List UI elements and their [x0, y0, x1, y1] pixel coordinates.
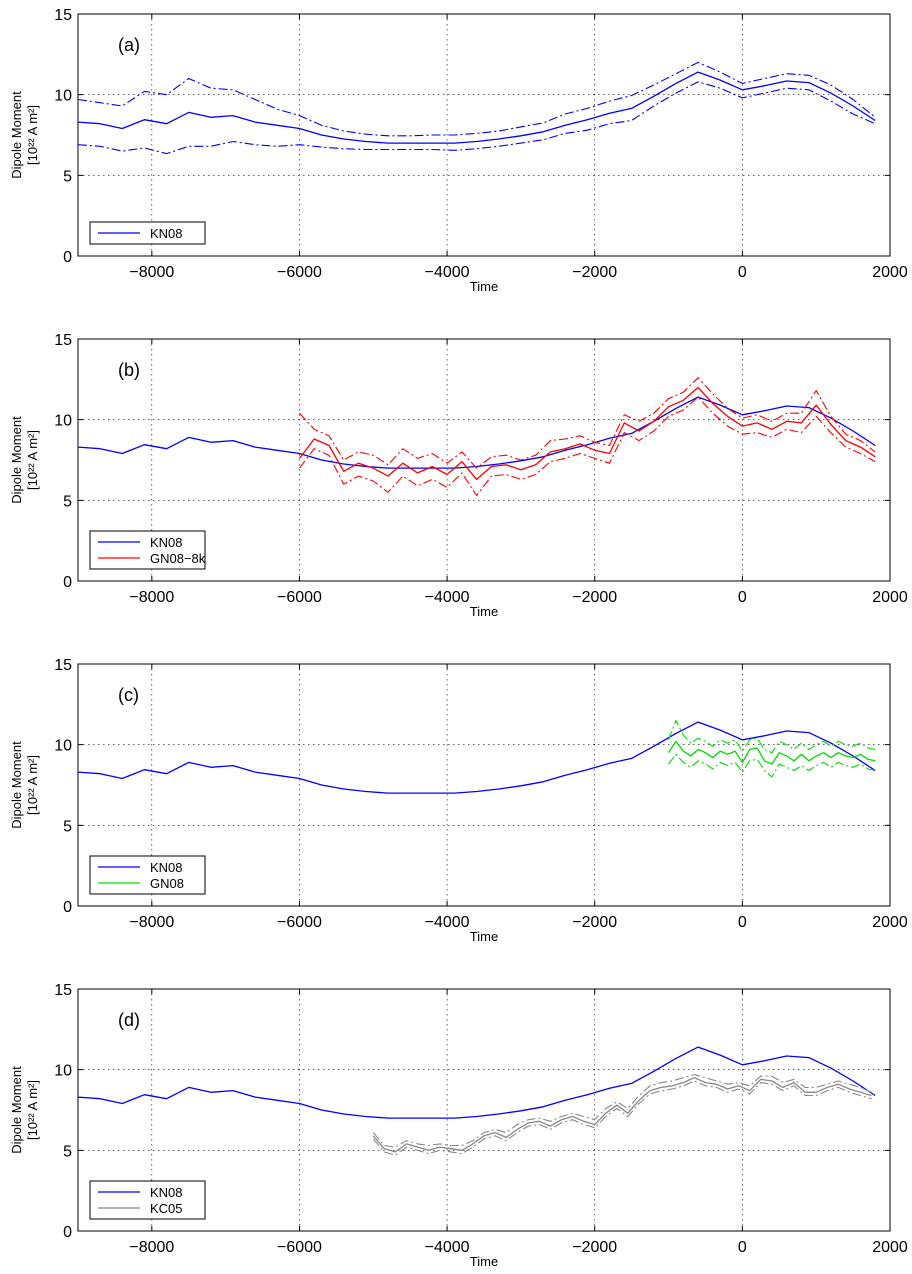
legend-box	[89, 221, 206, 245]
series-line-gn08-upper	[667, 719, 876, 754]
chart-panel-a: −8000 −6000 −4000 −2000 0 2000 0 5 10 15 Time Dipol…	[9, 7, 908, 294]
series-line-gn08-8k-lower	[299, 396, 876, 497]
y-axis-label: Dipole Moment	[9, 416, 24, 504]
series-line-kc05-lower	[372, 1080, 872, 1156]
y-tick-label: 5	[63, 493, 72, 510]
y-axis-unit-label: [10²² A m²]	[25, 430, 40, 490]
axes-frame	[77, 13, 891, 257]
axes-frame	[77, 988, 891, 1232]
x-tick-label: −4000	[425, 1239, 470, 1256]
x-tick-label: 0	[738, 264, 747, 281]
x-tick-label: −6000	[277, 589, 322, 606]
x-tick-label: 0	[738, 1239, 747, 1256]
series-line-gn08-8k	[298, 386, 876, 481]
chart-panel-d: −8000 −6000 −4000 −2000 0 2000 0 5 10 15 Time Dipol…	[9, 982, 908, 1269]
series-line-kn08	[78, 396, 876, 469]
y-tick-label: 0	[63, 574, 72, 591]
y-tick-label: 0	[63, 1224, 72, 1241]
y-tick-label: 15	[54, 332, 72, 349]
x-tick-label: −2000	[572, 264, 617, 281]
y-axis-label: Dipole Moment	[9, 741, 24, 829]
chart-panel-c: −8000 −6000 −4000 −2000 0 2000 0 5 10 15 Time Dipol…	[9, 657, 908, 944]
series-line-kn08-lower	[78, 81, 876, 155]
x-tick-label: −2000	[572, 589, 617, 606]
x-tick-label: 2000	[872, 914, 908, 931]
x-axis-label: Time	[470, 279, 498, 294]
x-tick-label: −6000	[277, 264, 322, 281]
y-tick-label: 15	[54, 982, 72, 999]
x-tick-label: −8000	[129, 264, 174, 281]
series-line-kn08-upper	[78, 61, 876, 137]
axes-frame	[77, 663, 891, 907]
y-axis-label: Dipole Moment	[9, 1066, 24, 1154]
series-line-gn08	[667, 740, 876, 765]
x-tick-label: 2000	[872, 1239, 908, 1256]
legend-label: KN08	[150, 226, 183, 241]
legend-label: KN08	[150, 1185, 183, 1200]
y-axis-unit-label: [10²² A m²]	[25, 105, 40, 165]
legend-box	[89, 530, 206, 570]
panel-label: (c)	[118, 685, 139, 705]
data-lines	[78, 719, 876, 794]
y-tick-label: 5	[63, 1143, 72, 1160]
panel-label: (d)	[118, 1010, 140, 1030]
y-tick-label: 0	[63, 249, 72, 266]
y-tick-label: 15	[54, 7, 72, 24]
y-axis-unit-label: [10²² A m²]	[25, 755, 40, 815]
legend-label: KN08	[150, 860, 183, 875]
series-line-kc05	[372, 1077, 872, 1153]
x-axis-label: Time	[470, 929, 498, 944]
data-lines	[78, 377, 876, 497]
x-tick-label: −2000	[572, 914, 617, 931]
y-tick-label: 10	[54, 1063, 72, 1080]
y-tick-label: 10	[54, 738, 72, 755]
panel-label: (b)	[118, 360, 140, 380]
series-line-kn08	[78, 71, 876, 144]
x-axis-label: Time	[470, 1254, 498, 1269]
x-tick-label: −4000	[425, 264, 470, 281]
y-tick-label: 5	[63, 818, 72, 835]
series-line-gn08-8k-upper	[299, 377, 876, 469]
x-axis-label: Time	[470, 604, 498, 619]
legend-label: GN08	[150, 876, 184, 891]
y-tick-label: 0	[63, 899, 72, 916]
axes-frame	[77, 338, 891, 582]
series-line-kn08	[78, 1046, 876, 1119]
y-axis-label: Dipole Moment	[9, 91, 24, 179]
x-tick-label: 2000	[872, 589, 908, 606]
x-tick-label: 2000	[872, 264, 908, 281]
legend-label: KC05	[150, 1201, 183, 1216]
series-line-kn08	[78, 721, 876, 794]
series-line-kc05-upper	[372, 1073, 872, 1148]
legend: KN08	[89, 221, 206, 245]
y-tick-label: 10	[54, 88, 72, 105]
x-tick-label: −8000	[129, 1239, 174, 1256]
y-tick-label: 5	[63, 168, 72, 185]
data-lines	[78, 1046, 876, 1156]
x-tick-label: −2000	[572, 1239, 617, 1256]
panel-label: (a)	[118, 35, 140, 55]
legend-box	[89, 855, 206, 895]
legend-label: KN08	[150, 535, 183, 550]
x-tick-label: 0	[738, 589, 747, 606]
series-line-gn08-lower	[668, 753, 876, 778]
x-tick-label: −8000	[129, 589, 174, 606]
y-tick-label: 15	[54, 657, 72, 674]
chart-panel-b: −8000 −6000 −4000 −2000 0 2000 0 5 10 15 Time Dipol…	[9, 332, 908, 619]
legend-label: GN08−8k	[150, 551, 206, 566]
x-tick-label: −4000	[425, 589, 470, 606]
data-lines	[78, 61, 876, 155]
legend-box	[89, 1180, 206, 1220]
x-tick-label: −4000	[425, 914, 470, 931]
x-tick-label: 0	[738, 914, 747, 931]
y-tick-label: 10	[54, 413, 72, 430]
x-tick-label: −6000	[277, 1239, 322, 1256]
y-axis-unit-label: [10²² A m²]	[25, 1080, 40, 1140]
x-tick-label: −6000	[277, 914, 322, 931]
x-tick-label: −8000	[129, 914, 174, 931]
